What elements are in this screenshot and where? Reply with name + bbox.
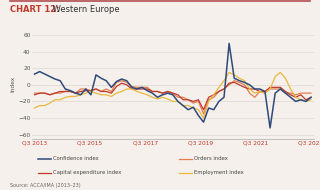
Text: Orders index: Orders index [194,156,228,161]
Text: Source: ACCA/IMA (2013–23): Source: ACCA/IMA (2013–23) [10,183,80,188]
Text: Capital expenditure index: Capital expenditure index [53,170,121,175]
Text: Confidence index: Confidence index [53,156,99,161]
Y-axis label: Index: Index [11,75,15,92]
Text: Western Europe: Western Europe [50,5,119,14]
Text: CHART 12:: CHART 12: [10,5,59,14]
Text: Employment index: Employment index [194,170,243,175]
